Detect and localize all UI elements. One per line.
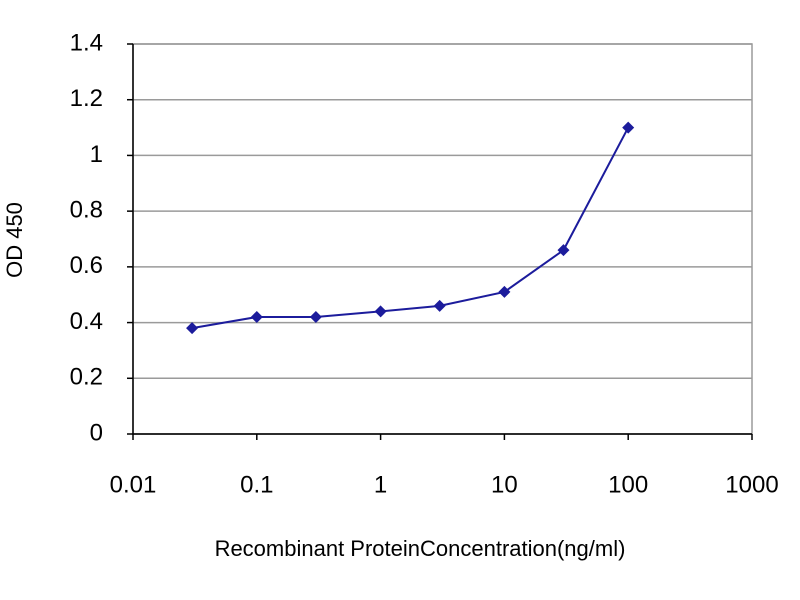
data-line [191, 127, 630, 330]
y-tick-label: 0.8 [70, 196, 103, 223]
y-tick-label: 1.2 [70, 85, 103, 112]
x-axis-label: Recombinant ProteinConcentration(ng/ml) [215, 536, 626, 561]
y-tick-label: 1 [90, 141, 103, 168]
y-tick-label: 0.4 [70, 308, 103, 335]
data-point [374, 305, 387, 318]
x-tick-label: 0.01 [110, 471, 157, 498]
x-tick-label: 0.1 [240, 471, 273, 498]
data-point [309, 311, 322, 323]
data-point [498, 285, 511, 298]
y-tick-label: 0.2 [70, 364, 103, 391]
data-point [557, 244, 570, 257]
x-tick-label: 10 [491, 471, 518, 498]
data-point [622, 121, 635, 134]
data-point [433, 299, 446, 312]
data-point [250, 311, 263, 323]
plot-area [132, 43, 753, 435]
y-tick-label: 0 [90, 419, 103, 446]
x-tick-label: 1000 [725, 471, 778, 498]
y-tick-label: 0.6 [70, 252, 103, 279]
y-axis-label: OD 450 [2, 202, 27, 278]
y-tick-label: 1.4 [70, 29, 103, 56]
x-tick-label: 100 [608, 471, 648, 498]
x-tick-label: 1 [374, 471, 387, 498]
data-point [186, 322, 199, 335]
